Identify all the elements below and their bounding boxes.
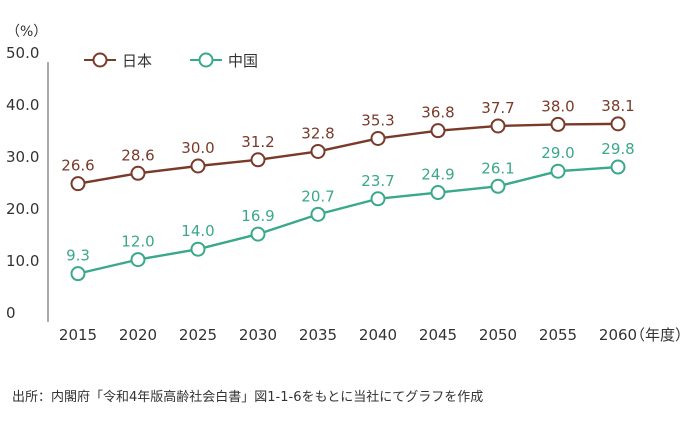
data-label: 23.7 (361, 172, 394, 190)
data-label: 24.9 (421, 166, 454, 184)
data-point (190, 158, 206, 174)
x-tick-labels: 2015 2020 2025 2030 2035 2040 2045 2050 2055 2060 (59, 326, 637, 344)
data-point (70, 176, 86, 192)
data-label: 26.6 (61, 157, 94, 175)
data-label: 28.6 (121, 146, 154, 164)
legend-marker-china (198, 52, 214, 68)
data-label: 29.8 (601, 140, 634, 158)
data-label: 31.2 (241, 133, 274, 151)
data-label: 38.1 (601, 97, 634, 115)
data-label: 16.9 (241, 207, 274, 225)
x-tick-label: 2025 (179, 326, 217, 344)
data-label: 37.7 (481, 99, 514, 117)
data-point (310, 206, 326, 222)
x-tick-label: 2055 (539, 326, 577, 344)
data-point (610, 116, 626, 132)
data-point (490, 118, 506, 134)
data-label: 35.3 (361, 111, 394, 129)
x-axis-unit: （年度） (630, 326, 690, 344)
data-point (370, 130, 386, 146)
x-tick-label: 2020 (119, 326, 157, 344)
x-tick-label: 2015 (59, 326, 97, 344)
x-tick-label: 2045 (419, 326, 457, 344)
x-tick-label: 2030 (239, 326, 277, 344)
data-point (490, 178, 506, 194)
y-tick-label: 30.0 (6, 148, 39, 166)
legend-item-china: 中国 (190, 52, 258, 70)
x-tick-label: 2035 (299, 326, 337, 344)
data-label: 20.7 (301, 187, 334, 205)
y-tick-label: 40.0 (6, 96, 39, 114)
data-point (70, 266, 86, 282)
data-label: 30.0 (181, 139, 214, 157)
legend-label-china: 中国 (228, 52, 258, 70)
series-line (77, 122, 619, 185)
data-label: 14.0 (181, 222, 214, 240)
data-point (430, 185, 446, 201)
data-label: 36.8 (421, 104, 454, 122)
data-label: 9.3 (66, 247, 90, 265)
data-point (310, 143, 326, 159)
y-tick-labels: 50.0 40.0 30.0 20.0 10.0 0 (6, 44, 39, 322)
y-tick-label: 10.0 (6, 252, 39, 270)
data-label: 26.1 (481, 159, 514, 177)
data-point (430, 123, 446, 139)
x-tick-label: 2050 (479, 326, 517, 344)
legend-item-japan: 日本 (84, 52, 152, 70)
legend-label-japan: 日本 (122, 52, 152, 70)
legend-marker-japan (92, 52, 108, 68)
y-tick-label: 20.0 (6, 200, 39, 218)
data-label: 32.8 (301, 124, 334, 142)
data-point (130, 252, 146, 268)
data-point (370, 191, 386, 207)
series-china: 9.3 12.0 14.0 16.9 20.7 23.7 24.9 26.1 29.0 29.8 (66, 140, 635, 282)
data-label: 38.0 (541, 97, 574, 115)
y-axis: 50.0 40.0 30.0 20.0 10.0 0 (6, 44, 49, 322)
x-tick-label: 2040 (359, 326, 397, 344)
source-note: 出所：内閣府「令和4年版高齢社会白書」図1-1-6をもとに当社にてグラフを作成 (12, 390, 484, 405)
data-point (610, 159, 626, 175)
data-point (550, 163, 566, 179)
data-point (550, 116, 566, 132)
series-japan: 26.6 28.6 30.0 31.2 32.8 35.3 36.8 37.7 38.0 38.1 (61, 97, 635, 192)
line-chart: （%） 50.040.030.020.010.00 2015 2020 2025 20… (6, 24, 690, 344)
data-point (250, 152, 266, 168)
series-line (77, 165, 619, 275)
x-tick-label: 2060 (599, 326, 637, 344)
plot-area: 26.6 28.6 30.0 31.2 32.8 35.3 36.8 37.7 38.0 38.1… (61, 97, 635, 282)
data-point (190, 241, 206, 257)
legend: 日本 中国 (84, 52, 258, 70)
data-label: 29.0 (541, 144, 574, 162)
data-point (130, 165, 146, 181)
y-tick-label: 50.0 (6, 44, 39, 62)
data-label: 12.0 (121, 233, 154, 251)
y-tick-label: 0 (6, 304, 16, 322)
data-point (250, 226, 266, 242)
y-axis-unit: （%） (6, 24, 47, 40)
